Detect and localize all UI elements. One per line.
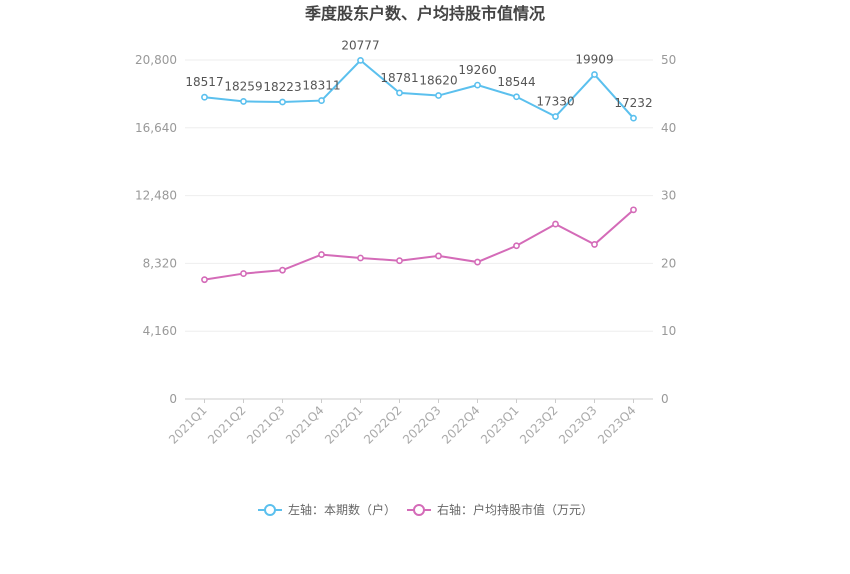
data-point[interactable] <box>435 92 442 99</box>
data-label: 18223 <box>263 80 301 94</box>
right-tick-label: 50 <box>661 53 676 67</box>
x-tick-label: 2023Q4 <box>595 403 639 447</box>
legend-label: 右轴：户均持股市值（万元） <box>437 502 593 517</box>
legend[interactable]: 左轴：本期数（户） 右轴：户均持股市值（万元） <box>258 502 593 517</box>
right-tick-label: 0 <box>661 392 669 406</box>
data-point[interactable] <box>279 266 286 274</box>
legend-item-2[interactable]: 右轴：户均持股市值（万元） <box>407 502 593 517</box>
right-tick-label: 40 <box>661 121 676 135</box>
x-tick-label: 2023Q3 <box>556 403 600 447</box>
x-tick-label: 2022Q3 <box>400 403 444 447</box>
series-1: 18517 18259 18223 18311 20777 18781 1862019260… <box>185 38 653 122</box>
legend-item-1[interactable]: 左轴：本期数（户） <box>258 502 396 517</box>
data-label: 18517 <box>185 75 223 89</box>
x-tick-label: 2023Q2 <box>517 403 561 447</box>
data-point[interactable] <box>591 71 598 78</box>
left-axis: 0 4,160 8,320 12,480 16,640 20,800 <box>135 53 177 406</box>
data-point[interactable] <box>630 114 637 122</box>
data-point[interactable] <box>474 81 481 89</box>
x-axis: 2021Q12021Q22021Q32021Q42022Q12022Q22022… <box>166 399 639 447</box>
series-layer: 18517 18259 18223 18311 20777 18781 1862019260… <box>185 38 653 284</box>
x-tick-label: 2021Q2 <box>205 403 249 447</box>
chart-title: 季度股东户数、户均持股市值情况 <box>304 4 545 23</box>
data-point[interactable] <box>318 251 325 258</box>
left-tick-label: 20,800 <box>135 53 177 67</box>
left-tick-label: 16,640 <box>135 121 177 135</box>
left-tick-label: 4,160 <box>143 324 177 338</box>
legend-marker <box>413 504 425 516</box>
x-tick-label: 2021Q3 <box>244 403 288 447</box>
data-label: 18620 <box>419 74 457 88</box>
data-point[interactable] <box>630 206 637 214</box>
data-point[interactable] <box>357 56 364 64</box>
series-line <box>204 59 635 119</box>
data-label: 18311 <box>302 79 340 93</box>
data-label: 19909 <box>575 53 613 67</box>
data-point[interactable] <box>474 258 481 266</box>
data-point[interactable] <box>240 98 247 105</box>
x-tick-label: 2021Q4 <box>283 403 327 447</box>
right-tick-label: 10 <box>661 324 676 338</box>
data-point[interactable] <box>201 93 208 101</box>
data-label: 18259 <box>224 79 262 93</box>
right-axis: 0 10 20 30 40 50 <box>661 53 676 406</box>
right-tick-label: 30 <box>661 189 676 203</box>
grid-lines <box>185 59 653 400</box>
left-tick-label: 0 <box>169 392 177 406</box>
x-tick-label: 2022Q2 <box>361 403 405 447</box>
series-line <box>204 209 635 281</box>
legend-marker <box>264 504 276 516</box>
data-point[interactable] <box>513 242 520 250</box>
data-point[interactable] <box>318 97 325 104</box>
data-point[interactable] <box>513 93 520 101</box>
data-label: 18544 <box>497 75 535 89</box>
left-tick-label: 8,320 <box>143 256 177 270</box>
data-point[interactable] <box>279 98 286 106</box>
data-point[interactable] <box>435 252 442 260</box>
data-point[interactable] <box>201 276 208 284</box>
x-tick-label: 2021Q1 <box>166 403 210 447</box>
series-2 <box>201 206 637 284</box>
data-point[interactable] <box>240 270 247 277</box>
x-tick-label: 2022Q4 <box>439 403 483 447</box>
x-tick-label: 2023Q1 <box>478 403 522 447</box>
data-point[interactable] <box>552 113 559 120</box>
left-tick-label: 12,480 <box>135 189 177 203</box>
data-point[interactable] <box>591 241 598 248</box>
legend-label: 左轴：本期数（户） <box>288 502 396 517</box>
data-point[interactable] <box>396 89 403 97</box>
data-point[interactable] <box>357 254 364 262</box>
right-tick-label: 20 <box>661 256 676 270</box>
data-point[interactable] <box>396 257 403 265</box>
data-point[interactable] <box>552 220 559 228</box>
data-label: 17232 <box>614 96 652 110</box>
data-label: 19260 <box>458 63 496 77</box>
data-label: 17330 <box>536 95 574 109</box>
data-label: 20777 <box>341 38 379 52</box>
x-tick-label: 2022Q1 <box>322 403 366 447</box>
data-label: 18781 <box>380 71 418 85</box>
